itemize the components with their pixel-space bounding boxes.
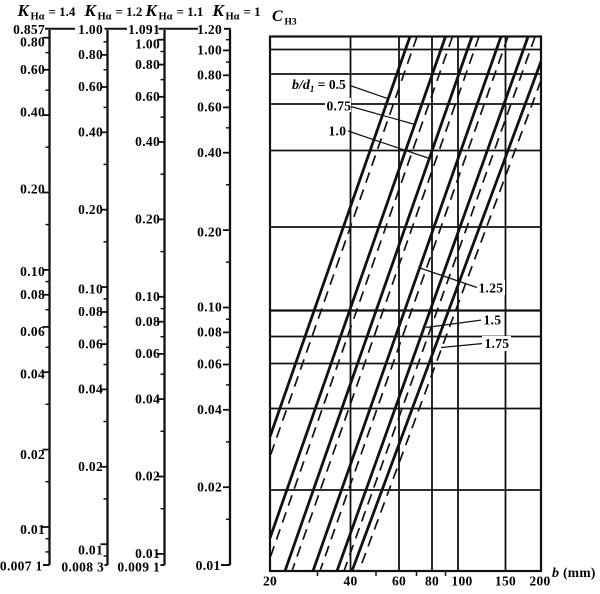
svg-text:0.40: 0.40 [78, 125, 103, 140]
svg-text:0.80: 0.80 [197, 68, 222, 83]
svg-text:1.5: 1.5 [484, 313, 502, 328]
svg-text:= 1.2: = 1.2 [116, 4, 143, 19]
svg-text:b/d1 = 0.5: b/d1 = 0.5 [292, 77, 346, 94]
svg-text:0.02: 0.02 [135, 469, 160, 484]
svg-text:0.10: 0.10 [197, 300, 222, 315]
svg-text:0.08: 0.08 [20, 287, 45, 302]
svg-text:Hα: Hα [226, 12, 240, 23]
svg-text:0.04: 0.04 [197, 402, 222, 417]
svg-text:0.007 1: 0.007 1 [0, 559, 43, 574]
svg-text:1.75: 1.75 [485, 336, 510, 351]
svg-text:K: K [17, 1, 31, 20]
svg-text:0.40: 0.40 [20, 104, 45, 119]
svg-text:0.75: 0.75 [327, 99, 352, 114]
svg-text:0.02: 0.02 [197, 479, 222, 494]
svg-text:b: b [552, 566, 559, 581]
svg-text:0.08: 0.08 [197, 325, 222, 340]
svg-text:0.10: 0.10 [20, 264, 45, 279]
svg-text:(mm): (mm) [563, 565, 596, 580]
svg-text:0.60: 0.60 [78, 79, 103, 94]
svg-text:0.10: 0.10 [135, 289, 160, 304]
svg-text:0.20: 0.20 [20, 182, 45, 197]
svg-text:20: 20 [263, 574, 277, 589]
svg-text:Hα: Hα [159, 12, 173, 23]
svg-text:0.10: 0.10 [78, 281, 103, 296]
svg-text:80: 80 [425, 574, 439, 589]
svg-text:1.00: 1.00 [197, 43, 222, 58]
svg-text:0.06: 0.06 [78, 336, 103, 351]
svg-text:Hα: Hα [98, 12, 112, 23]
svg-text:0.857: 0.857 [13, 22, 45, 37]
svg-text:K: K [212, 1, 226, 20]
svg-text:0.01: 0.01 [196, 558, 221, 573]
svg-text:0.04: 0.04 [135, 391, 160, 406]
svg-text:0.06: 0.06 [135, 346, 160, 361]
svg-text:0.009 1: 0.009 1 [117, 560, 160, 575]
svg-text:0.08: 0.08 [78, 304, 103, 319]
svg-text:0.08: 0.08 [135, 314, 160, 329]
svg-text:0.60: 0.60 [135, 89, 160, 104]
svg-text:1.25: 1.25 [479, 281, 504, 296]
svg-text:0.40: 0.40 [135, 134, 160, 149]
svg-text:0.01: 0.01 [135, 546, 160, 561]
svg-text:1.20: 1.20 [197, 22, 222, 37]
svg-text:0.20: 0.20 [197, 224, 222, 239]
svg-text:0.02: 0.02 [20, 447, 45, 462]
svg-text:200: 200 [529, 574, 550, 589]
svg-text:1.0: 1.0 [329, 124, 347, 139]
svg-text:= 1: = 1 [244, 4, 261, 19]
svg-text:0.02: 0.02 [78, 459, 103, 474]
svg-text:1.091: 1.091 [128, 22, 160, 37]
svg-text:0.04: 0.04 [78, 382, 103, 397]
svg-text:0.008 3: 0.008 3 [61, 560, 104, 575]
svg-text:0.01: 0.01 [78, 542, 103, 557]
svg-text:40: 40 [343, 574, 357, 589]
svg-text:0.80: 0.80 [135, 57, 160, 72]
svg-text:0.06: 0.06 [197, 357, 222, 372]
svg-text:= 1.1: = 1.1 [177, 4, 204, 19]
svg-text:1.00: 1.00 [78, 22, 103, 37]
svg-text:Hα: Hα [31, 12, 45, 23]
svg-text:0.01: 0.01 [20, 522, 45, 537]
svg-text:0.80: 0.80 [20, 34, 45, 49]
svg-text:0.20: 0.20 [135, 212, 160, 227]
svg-text:0.06: 0.06 [20, 324, 45, 339]
svg-text:100: 100 [451, 574, 472, 589]
svg-text:K: K [145, 1, 159, 20]
svg-text:0.40: 0.40 [197, 145, 222, 160]
svg-text:H3: H3 [285, 18, 297, 28]
svg-text:60: 60 [392, 574, 406, 589]
svg-text:1.00: 1.00 [135, 36, 160, 51]
svg-text:K: K [84, 1, 98, 20]
svg-text:0.60: 0.60 [20, 62, 45, 77]
svg-text:0.20: 0.20 [78, 202, 103, 217]
svg-text:150: 150 [495, 574, 516, 589]
svg-text:0.60: 0.60 [197, 100, 222, 115]
svg-text:0.80: 0.80 [78, 47, 103, 62]
svg-text:= 1.4: = 1.4 [49, 4, 76, 19]
svg-text:0.04: 0.04 [20, 366, 45, 381]
svg-text:C: C [272, 8, 283, 25]
